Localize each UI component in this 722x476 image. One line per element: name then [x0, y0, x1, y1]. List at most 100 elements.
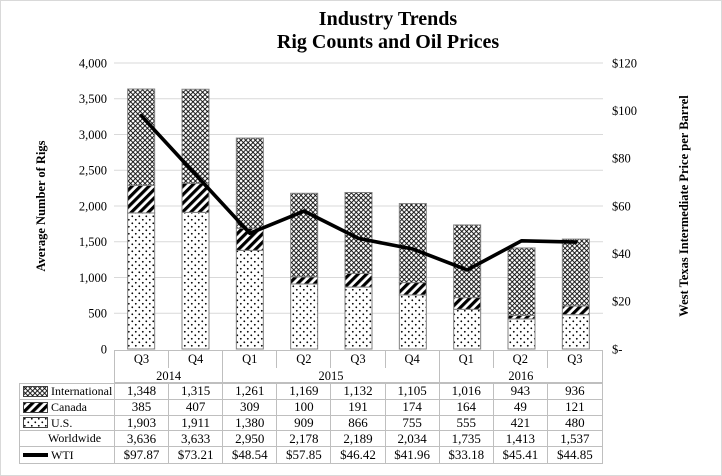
bar-segment-U.S.	[507, 318, 536, 350]
bar-group-Q2-7	[507, 247, 536, 350]
bar-segment-Canada	[561, 305, 590, 316]
table-cell-WTI-Q3-0: $97.87	[115, 447, 170, 463]
year-label: 2015	[223, 368, 440, 384]
series-name: Canada	[51, 399, 87, 414]
table-cell-Canada-Q4-1: 407	[169, 399, 224, 416]
row-label-WTI: WTI	[20, 447, 115, 463]
bar-segment-International	[290, 192, 319, 278]
table-cell-WTI-Q4-1: $73.21	[169, 447, 224, 463]
bar-group-Q1-2	[235, 137, 264, 350]
table-cell-U.S.-Q3-4: 866	[331, 415, 386, 432]
data-table: International 1,348 1,315 1,261 1,169 1,132 1,…	[19, 383, 603, 464]
table-cell-U.S.-Q3-0: 1,903	[115, 415, 170, 432]
table-cell-International-Q4-5: 1,105	[385, 384, 440, 400]
bar-group-Q4-5	[398, 203, 427, 350]
right-axis-ticks: $- $20 $40 $60 $80 $100 $120	[612, 56, 637, 356]
bar-segment-International	[507, 247, 536, 316]
legend-swatch-dots-icon	[23, 417, 48, 429]
bar-group-Q3-8	[561, 238, 590, 350]
bar-group-Q2-3	[290, 192, 319, 350]
right-axis-tick: $40	[612, 247, 631, 261]
table-cell-Canada-Q2-3: 100	[277, 399, 332, 416]
quarter-label: Q4	[386, 351, 440, 368]
bar-group-Q4-1	[181, 88, 210, 350]
left-axis-tick: 3,000	[79, 128, 107, 142]
table-cell-U.S.-Q1-2: 1,380	[223, 415, 278, 432]
table-cell-International-Q3-4: 1,132	[331, 384, 386, 400]
row-label-Worldwide: Worldwide	[20, 431, 115, 448]
bar-segment-Canada	[181, 182, 210, 213]
table-cell-WTI-Q3-8: $44.85	[557, 447, 593, 463]
left-axis-tick: 1,500	[79, 235, 107, 249]
table-cell-WTI-Q4-5: $41.96	[386, 447, 440, 463]
left-axis-tick: 2,000	[79, 199, 107, 213]
quarter-label: Q3	[567, 352, 583, 366]
row-label-International: International	[20, 384, 115, 400]
table-cell-International-Q1-2: 1,261	[223, 384, 278, 400]
bar-series	[127, 88, 590, 350]
table-cell-Worldwide-Q3-4: 2,189	[331, 431, 386, 448]
table-cell-Worldwide-Q3-0: 3,636	[115, 431, 170, 448]
legend-swatch-wti-line-icon	[23, 453, 48, 458]
left-axis-tick: 2,500	[79, 164, 107, 178]
wti-line	[139, 113, 578, 272]
quarter-label: Q1	[440, 351, 494, 368]
bar-segment-Canada	[127, 184, 156, 214]
table-cell-Canada-Q4-5: 174	[385, 399, 440, 416]
bar-group-Q3-0	[127, 88, 156, 350]
bar-segment-Canada	[290, 276, 319, 285]
table-cell-WTI-Q3-4: $46.42	[331, 447, 386, 463]
table-cell-Worldwide-Q2-3: 2,178	[277, 431, 332, 448]
table-cell-Worldwide-Q2-7: 1,413	[493, 431, 548, 448]
legend-swatch-crosshatch-icon	[23, 385, 48, 397]
bar-segment-U.S.	[344, 286, 373, 350]
legend-swatch-diagonal-icon	[23, 401, 48, 413]
table-cell-U.S.-Q3-8: 480	[547, 416, 602, 432]
left-axis-title: Average Number of Rigs	[34, 140, 48, 271]
table-cell-Canada-Q3-8: 121	[547, 400, 602, 416]
table-cell-Canada-Q3-0: 385	[115, 399, 170, 416]
bar-segment-International	[127, 88, 156, 186]
quarter-label: Q1	[223, 351, 278, 368]
table-cell-Canada-Q1-6: 164	[439, 399, 494, 416]
series-name: U.S.	[51, 415, 73, 430]
table-cell-Canada-Q3-4: 191	[331, 399, 386, 416]
quarter-label: Q3	[115, 351, 170, 368]
right-axis-tick: $80	[612, 152, 631, 166]
left-axis-tick: 500	[88, 307, 107, 321]
series-name: WTI	[51, 447, 74, 462]
series-name: International	[51, 384, 113, 398]
bar-segment-International	[398, 203, 427, 284]
category-axis: Q3 Q4 Q1 Q2 Q3 Q4 Q1 Q2 Q3 2014 2015 2016	[114, 350, 603, 384]
bar-group-Q1-6	[453, 224, 482, 350]
bar-segment-U.S.	[561, 314, 590, 350]
bar-segment-International	[561, 238, 590, 307]
table-cell-International-Q2-3: 1,169	[277, 384, 332, 400]
table-cell-Canada-Q1-2: 309	[223, 399, 278, 416]
right-axis-title: West Texas Intermediate Price per Barrel	[677, 95, 691, 317]
bar-segment-Canada	[453, 297, 482, 310]
bar-segment-U.S.	[181, 211, 210, 350]
table-cell-Worldwide-Q1-2: 2,950	[223, 431, 278, 448]
bar-segment-U.S.	[127, 212, 156, 350]
quarter-label: Q2	[277, 351, 332, 368]
right-axis-tick: $20	[612, 295, 631, 309]
chart-title: Industry Trends Rig Counts and Oil Price…	[53, 8, 721, 54]
table-cell-Worldwide-Q4-5: 2,034	[385, 431, 440, 448]
quarter-label: Q2	[494, 351, 548, 368]
table-cell-International-Q3-8: 936	[547, 384, 602, 400]
table-cell-U.S.-Q4-1: 1,911	[169, 415, 224, 432]
table-cell-U.S.-Q1-6: 555	[439, 415, 494, 432]
table-cell-Worldwide-Q4-1: 3,633	[169, 431, 224, 448]
bar-segment-U.S.	[398, 294, 427, 350]
chart-title-line1: Industry Trends	[318, 8, 458, 30]
wti-price-line	[139, 113, 578, 272]
table-cell-International-Q2-7: 943	[493, 384, 548, 400]
bar-segment-Canada	[344, 272, 373, 288]
quarter-label: Q4	[169, 351, 224, 368]
table-cell-Worldwide-Q1-6: 1,735	[439, 431, 494, 448]
bar-group-Q3-4	[344, 191, 373, 350]
right-axis-tick: $60	[612, 199, 631, 213]
